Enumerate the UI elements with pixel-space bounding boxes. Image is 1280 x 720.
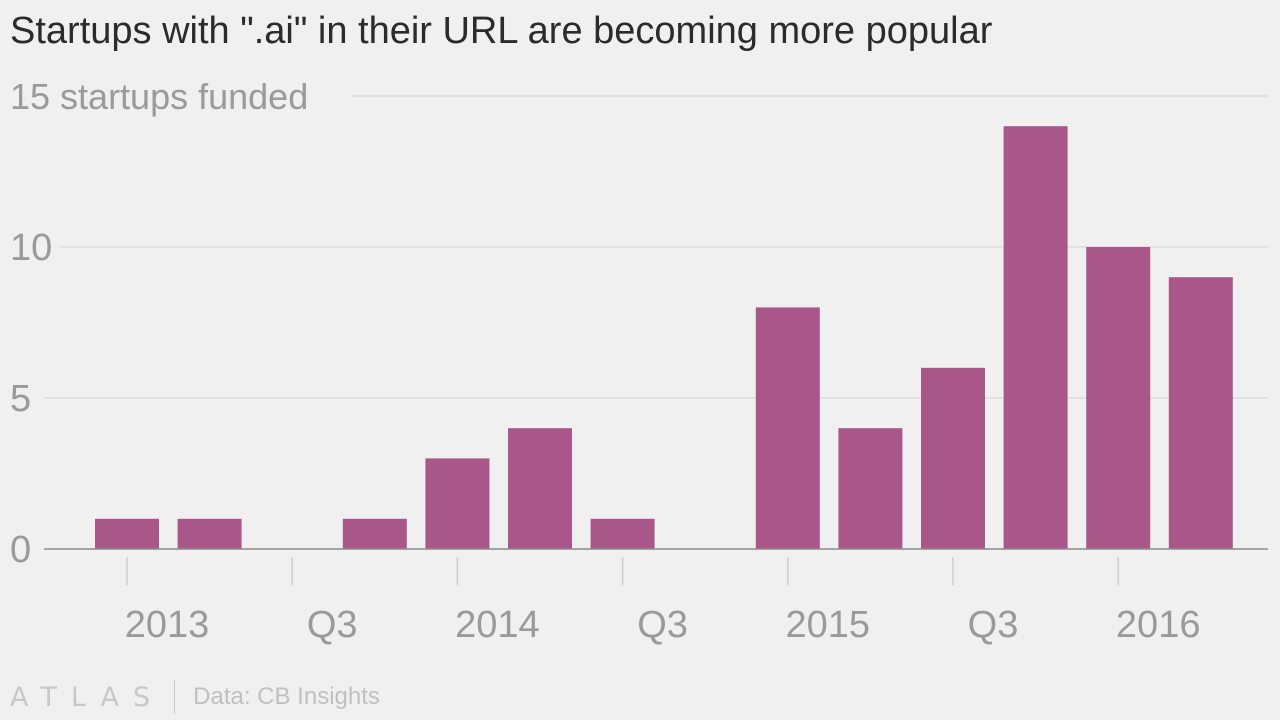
x-tick-label: 2014 bbox=[455, 604, 540, 646]
source-credit: Data: CB Insights bbox=[193, 683, 380, 710]
bar bbox=[1086, 247, 1151, 549]
bar bbox=[508, 428, 572, 549]
bar bbox=[425, 458, 490, 549]
x-tick-label: 2015 bbox=[786, 604, 871, 646]
bar bbox=[1168, 277, 1233, 549]
x-tick-label: 2013 bbox=[125, 604, 210, 646]
x-tick-label: 2016 bbox=[1116, 604, 1201, 646]
bar bbox=[177, 518, 242, 549]
y-axis-top-label: 15 startups funded bbox=[10, 76, 308, 117]
y-tick-labels: 0 5 10 15 startups funded bbox=[10, 76, 308, 571]
bar bbox=[590, 518, 655, 549]
gridlines bbox=[44, 95, 1268, 399]
bar bbox=[342, 518, 407, 549]
bar bbox=[921, 367, 985, 549]
y-tick-label: 5 bbox=[10, 378, 31, 420]
chart-title: Startups with ".ai" in their URL are bec… bbox=[10, 10, 993, 52]
bar bbox=[1003, 126, 1068, 549]
bar bbox=[95, 518, 159, 549]
footer: ATLAS Data: CB Insights bbox=[10, 680, 380, 714]
x-tick-label: Q3 bbox=[307, 604, 358, 646]
x-tick-label: Q3 bbox=[637, 604, 688, 646]
x-tick-label: Q3 bbox=[968, 604, 1019, 646]
x-axis bbox=[44, 548, 1268, 585]
bars bbox=[95, 126, 1233, 549]
y-tick-label: 0 bbox=[10, 529, 31, 571]
bar bbox=[755, 307, 820, 549]
atlas-logo: ATLAS bbox=[10, 681, 165, 713]
bar bbox=[838, 428, 903, 549]
y-tick-label: 10 bbox=[10, 227, 52, 269]
footer-divider bbox=[174, 680, 176, 714]
x-tick-labels: 2013 Q3 2014 Q3 2015 Q3 2016 bbox=[125, 604, 1201, 646]
